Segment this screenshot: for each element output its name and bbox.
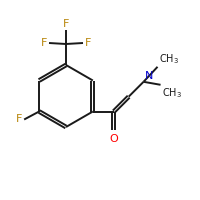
Text: F: F <box>63 19 69 29</box>
Text: CH$_3$: CH$_3$ <box>159 52 179 66</box>
Text: F: F <box>85 38 91 48</box>
Text: O: O <box>109 134 118 144</box>
Text: F: F <box>16 114 22 124</box>
Text: CH$_3$: CH$_3$ <box>162 86 182 100</box>
Text: N: N <box>145 71 153 81</box>
Text: F: F <box>41 38 47 48</box>
